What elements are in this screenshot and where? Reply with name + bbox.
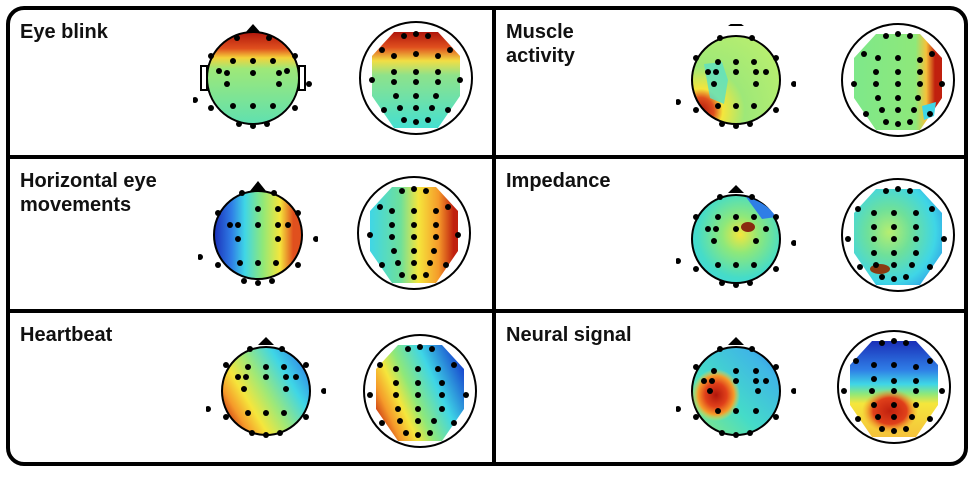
horizontal-divider-1 <box>10 155 964 159</box>
side-view-scalp-map <box>206 335 326 445</box>
horizontal-divider-2 <box>10 309 964 313</box>
panel-horizontal-eye-movements: Horizontal eye movements <box>10 159 492 309</box>
side-view-scalp-map <box>676 24 796 134</box>
side-view-scalp-map <box>198 179 318 289</box>
side-view-scalp-map <box>676 335 796 445</box>
top-view-scalp-map <box>836 173 960 297</box>
side-view-scalp-map <box>676 183 796 293</box>
panel-label: Neural signal <box>506 324 632 346</box>
panel-eye-blink: Eye blink <box>10 10 492 155</box>
panel-label: Horizontal eye movements <box>20 170 157 216</box>
panel-heartbeat: Heartbeat <box>10 313 492 462</box>
panel-muscle-activity: Muscle activity <box>496 10 964 155</box>
panel-label: Eye blink <box>20 21 108 43</box>
panel-label: Muscle activity <box>506 21 575 67</box>
panel-label: Impedance <box>506 170 611 192</box>
top-view-scalp-map <box>358 329 482 453</box>
top-view-scalp-map <box>354 16 478 140</box>
panel-label: Heartbeat <box>20 324 113 346</box>
top-view-scalp-map <box>836 18 960 142</box>
vertical-divider <box>492 10 496 462</box>
panel-neural-signal: Neural signal <box>496 313 964 462</box>
panel-impedance: Impedance <box>496 159 964 309</box>
figure-frame: Eye blink <box>6 6 968 466</box>
top-view-scalp-map <box>832 325 956 449</box>
side-view-scalp-map <box>193 16 313 136</box>
top-view-scalp-map <box>352 171 476 295</box>
